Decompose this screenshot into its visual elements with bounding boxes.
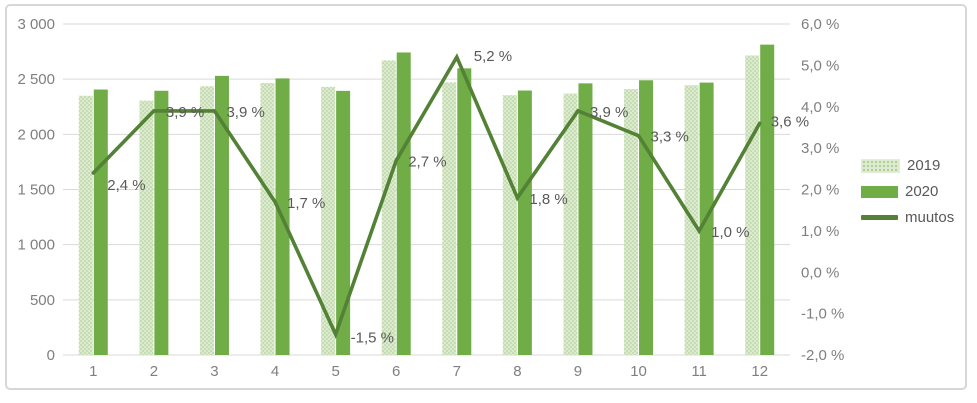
x-axis-tick-label: 1: [89, 363, 97, 380]
legend-label-2019: 2019: [907, 157, 941, 174]
left-axis-tick-label: 2 000: [17, 126, 55, 143]
left-axis-tick-labels: 0 500 1 000 1 500 2 000 2 500 3 000: [17, 16, 55, 364]
right-axis-tick-label: 6,0 %: [801, 16, 839, 33]
right-axis-tick-label: -2,0 %: [801, 347, 844, 364]
bar-2019: [321, 86, 336, 355]
bar-2020: [578, 83, 593, 355]
left-axis-tick-label: 500: [30, 292, 55, 309]
gridlines: [63, 23, 790, 356]
x-axis-tick-label: 11: [691, 363, 707, 380]
legend-item-muutos: muutos: [861, 210, 971, 225]
x-axis-tick-labels: 1 2 3 4 5 6 7 8 9 10 11 12: [89, 363, 768, 380]
bar-2019: [139, 100, 154, 355]
bar-2019: [199, 86, 214, 356]
muutos-data-label: -1,5 %: [351, 329, 394, 346]
muutos-data-label: 5,2 %: [474, 48, 512, 65]
left-axis-tick-label: 1 000: [17, 237, 55, 254]
left-axis-tick-label: 2 500: [17, 71, 55, 88]
x-axis-tick-label: 5: [331, 363, 339, 380]
x-axis-tick-label: 3: [210, 363, 218, 380]
muutos-data-label: 2,7 %: [408, 154, 446, 171]
x-axis-tick-label: 12: [751, 363, 768, 380]
muutos-data-label: 2,4 %: [107, 177, 145, 194]
muutos-data-label: 3,3 %: [651, 129, 689, 146]
legend-item-2020: 2020: [861, 184, 971, 199]
bar-2019: [78, 95, 93, 355]
bar-2020: [760, 44, 775, 356]
x-axis-tick-label: 4: [271, 363, 279, 380]
bar-2019: [745, 55, 760, 355]
bar-2019: [624, 89, 639, 355]
bar-2020: [517, 90, 532, 355]
muutos-data-label: 3,9 %: [590, 104, 628, 121]
bar-2020: [154, 90, 169, 356]
right-axis-tick-label: 1,0 %: [801, 223, 839, 240]
legend-swatch-2019: [861, 158, 900, 173]
right-axis-tick-label: 2,0 %: [801, 182, 839, 199]
muutos-data-label: 3,9 %: [226, 104, 264, 121]
x-axis-tick-label: 6: [392, 363, 400, 380]
chart-legend: 2019 2020 muutos: [861, 158, 971, 225]
muutos-data-label: 1,8 %: [529, 191, 567, 208]
x-axis-tick-label: 8: [513, 363, 521, 380]
bar-2019: [563, 93, 578, 355]
bar-2019: [502, 95, 517, 355]
legend-swatch-muutos-line: [861, 215, 898, 220]
bar-2019: [260, 83, 275, 356]
bar-2020: [457, 68, 472, 355]
right-axis-tick-label: 3,0 %: [801, 140, 839, 157]
bar-2020: [639, 80, 654, 356]
right-axis-tick-label: -1,0 %: [801, 306, 844, 323]
bar-2020: [93, 89, 108, 356]
left-axis-tick-label: 3 000: [17, 16, 55, 33]
legend-label-muutos: muutos: [905, 209, 955, 226]
x-axis-tick-label: 9: [574, 363, 582, 380]
bar-2020: [336, 90, 351, 355]
muutos-data-label: 3,9 %: [166, 104, 204, 121]
x-axis-tick-label: 10: [630, 363, 647, 380]
bar-2019: [381, 60, 396, 355]
right-axis-tick-label: 0,0 %: [801, 264, 839, 281]
muutos-line: [91, 53, 762, 340]
right-axis-tick-labels: -2,0 % -1,0 % 0,0 % 1,0 % 2,0 % 3,0 % 4,0 % 5,0…: [801, 16, 844, 364]
bar-2019: [442, 82, 457, 355]
legend-swatch-2020: [861, 185, 898, 198]
right-axis-tick-label: 4,0 %: [801, 99, 839, 116]
muutos-data-label: 1,7 %: [287, 195, 325, 212]
right-axis-tick-label: 5,0 %: [801, 57, 839, 74]
legend-item-2019: 2019: [861, 158, 971, 173]
muutos-data-label: 1,0 %: [711, 224, 749, 241]
muutos-data-labels: 2,4 % 3,9 % 3,9 % 1,7 % -1,5 % 2,7 % 5,2 % 1,8 …: [107, 48, 809, 346]
legend-label-2020: 2020: [905, 183, 939, 200]
muutos-data-label: 3,6 %: [771, 113, 809, 130]
x-axis-tick-label: 7: [453, 363, 461, 380]
left-axis-tick-label: 0: [47, 347, 55, 364]
x-axis-tick-label: 2: [150, 363, 158, 380]
bar-series: [78, 44, 775, 356]
left-axis-tick-label: 1 500: [17, 182, 55, 199]
bar-2020: [396, 52, 411, 355]
bar-2020: [214, 75, 229, 356]
